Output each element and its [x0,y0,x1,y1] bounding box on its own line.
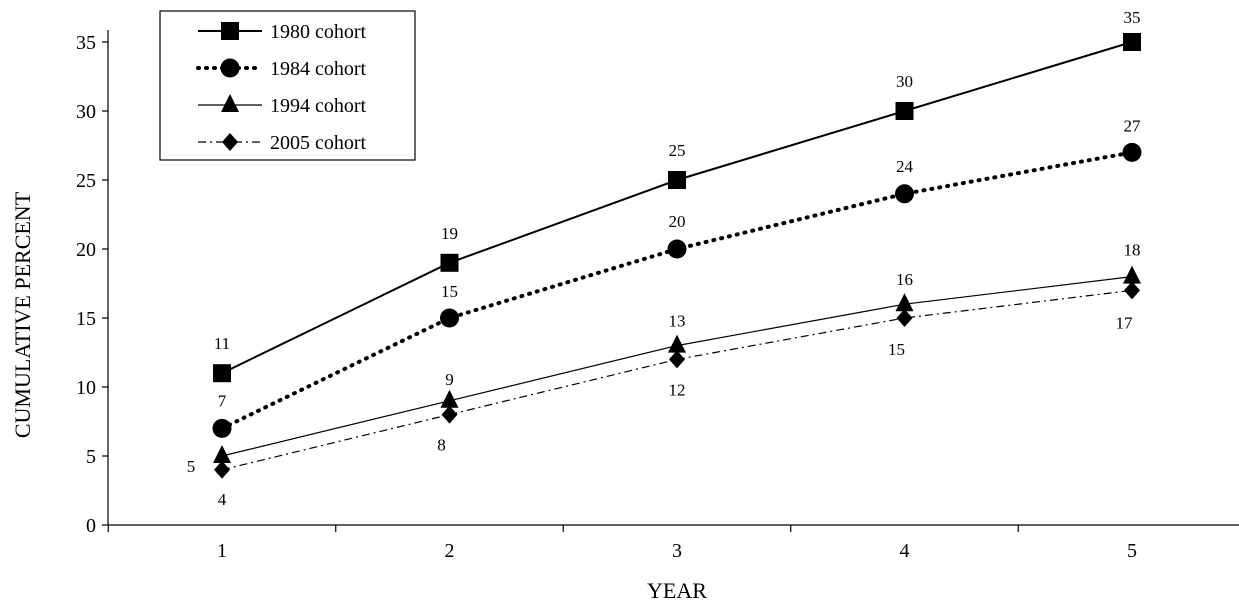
y-tick-label: 35 [76,32,96,54]
data-label: 12 [669,380,686,399]
data-label: 16 [896,270,913,289]
series-diamond [214,281,1140,479]
data-point-triangle [895,293,914,312]
data-point-square [895,102,914,120]
x-tick-label: 5 [1127,540,1137,562]
data-label: 24 [896,157,914,176]
data-label: 19 [441,224,458,243]
x-axis-title: YEAR [647,578,707,600]
data-label: 13 [669,312,686,331]
data-point-circle [1122,142,1142,162]
data-label: 11 [214,334,230,353]
data-label: 5 [187,457,196,476]
data-label: 8 [437,436,446,455]
data-label: 7 [218,391,227,410]
series-circle [212,142,1142,438]
data-point-triangle [213,445,231,463]
y-axis-title: CUMULATIVE PERCENT [10,191,35,438]
data-point-square [440,253,459,272]
data-label: 30 [896,72,913,91]
data-label: 35 [1124,8,1141,27]
legend-marker-triangle [221,94,239,112]
data-point-diamond [1124,281,1140,300]
x-tick-label: 4 [900,540,910,562]
legend-marker-circle [220,58,240,78]
data-point-square [1123,33,1141,51]
x-tick-label: 1 [217,540,227,562]
series-square [213,33,1141,383]
data-point-diamond [896,309,913,327]
legend-label: 2005 cohort [270,132,367,154]
data-label: 4 [218,490,227,509]
legend-label: 1994 cohort [270,95,367,117]
data-point-triangle [1123,265,1141,284]
data-label: 17 [1116,313,1134,332]
data-label: 18 [1124,241,1141,260]
data-point-diamond [441,405,458,424]
y-tick-label: 25 [76,170,96,192]
y-tick-label: 10 [76,377,96,399]
series-layer [212,33,1142,479]
data-label: 25 [669,141,686,160]
data-label: 15 [888,340,905,359]
legend: 1980 cohort 1984 cohort 1994 cohort 2005 co… [159,10,416,161]
data-point-circle [667,239,687,259]
data-point-square [668,171,686,189]
x-tick-label: 2 [445,540,455,562]
data-point-circle [895,184,914,204]
data-point-square [213,364,231,383]
legend-box [159,10,416,161]
legend-marker-square [221,22,239,40]
data-label: 9 [445,370,454,389]
y-tick-label: 15 [76,308,96,330]
x-tick-label: 3 [672,540,682,562]
y-tick-label: 5 [86,446,96,468]
data-point-diamond [669,350,685,369]
data-point-diamond [214,460,230,479]
series-triangle [213,265,1141,463]
data-labels-layer: 11 19 25 30 35 7 15 20 24 27 5 9 13 16 18 4 8 12 15 17 [187,8,1141,509]
data-label: 27 [1124,116,1142,135]
data-point-triangle [668,334,686,353]
legend-label: 1980 cohort [270,21,367,43]
data-point-triangle [440,389,459,408]
data-point-circle [440,308,459,328]
y-tick-label: 30 [76,101,96,123]
y-tick-label: 20 [76,239,96,261]
legend-marker-diamond [222,133,238,151]
data-label: 15 [441,282,458,301]
data-label: 20 [669,212,686,231]
data-point-circle [212,418,232,438]
legend-label: 1984 cohort [270,58,367,80]
y-tick-label: 0 [86,515,96,537]
